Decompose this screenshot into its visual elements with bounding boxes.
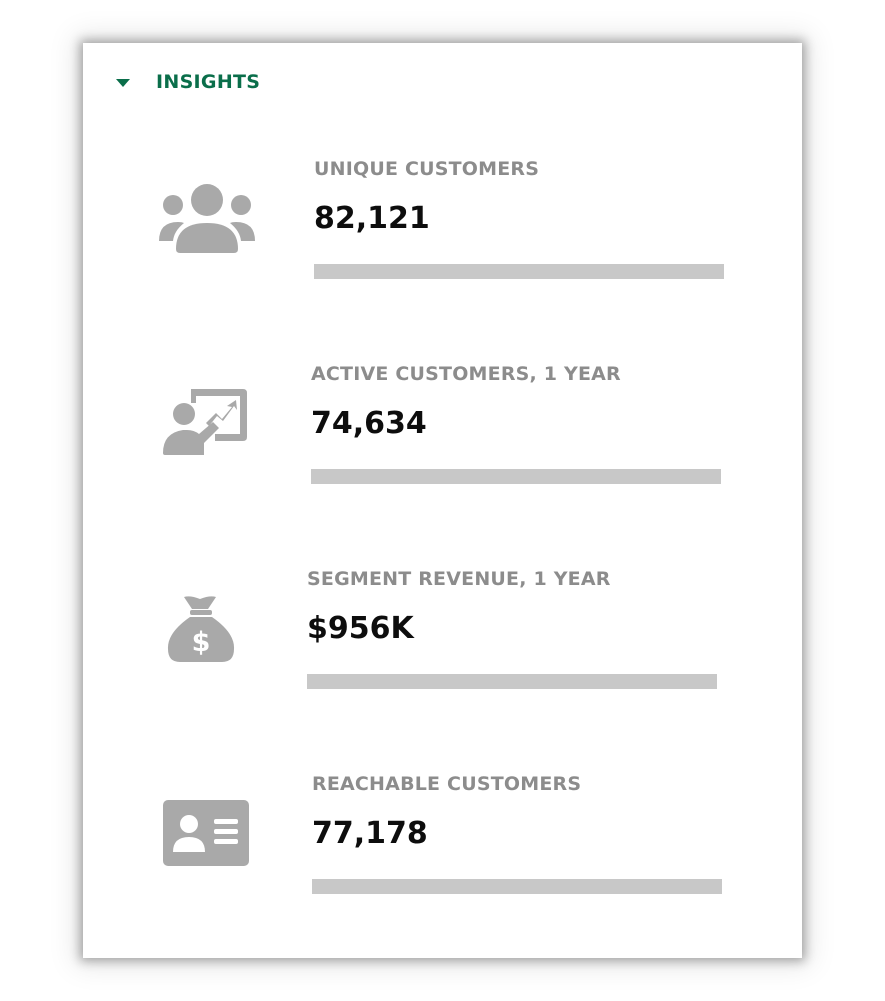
- stat-label: UNIQUE CUSTOMERS: [314, 158, 540, 180]
- stat-active-customers: ACTIVE CUSTOMERS, 1 YEAR 74,634: [83, 353, 802, 503]
- stat-value: $956K: [307, 611, 414, 646]
- stat-value: 74,634: [311, 406, 427, 441]
- presentation-chart-icon: [163, 389, 263, 469]
- stat-label: SEGMENT REVENUE, 1 YEAR: [307, 568, 611, 590]
- stat-reachable-customers: REACHABLE CUSTOMERS 77,178: [83, 763, 802, 913]
- stat-bar: [307, 674, 717, 689]
- stat-value: 82,121: [314, 201, 430, 236]
- insights-title: INSIGHTS: [156, 71, 261, 93]
- money-bag-icon: $: [166, 595, 266, 675]
- svg-text:$: $: [192, 627, 211, 658]
- insights-panel: INSIGHTS UNIQUE CUSTOMERS 82,121: [83, 43, 802, 958]
- insights-toggle[interactable]: INSIGHTS: [116, 69, 260, 95]
- stat-segment-revenue: $ SEGMENT REVENUE, 1 YEAR $956K: [83, 558, 802, 708]
- stat-label: ACTIVE CUSTOMERS, 1 YEAR: [311, 363, 621, 385]
- caret-down-icon[interactable]: [116, 78, 130, 87]
- group-icon: [159, 183, 259, 263]
- stat-unique-customers: UNIQUE CUSTOMERS 82,121: [83, 148, 802, 298]
- stat-bar: [311, 469, 721, 484]
- stat-label: REACHABLE CUSTOMERS: [312, 773, 582, 795]
- contact-card-icon: [163, 800, 263, 880]
- stat-value: 77,178: [312, 816, 428, 851]
- stat-bar: [312, 879, 722, 894]
- stat-bar: [314, 264, 724, 279]
